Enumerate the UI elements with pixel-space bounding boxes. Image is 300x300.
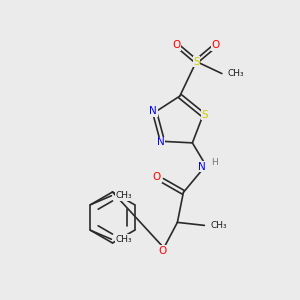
Text: N: N — [157, 137, 165, 147]
Text: O: O — [159, 246, 167, 256]
Text: H: H — [211, 158, 218, 167]
Text: O: O — [212, 40, 220, 50]
Text: CH₃: CH₃ — [228, 69, 244, 78]
Text: CH₃: CH₃ — [116, 235, 132, 244]
Text: S: S — [201, 110, 208, 120]
Text: O: O — [153, 172, 161, 182]
Text: CH₃: CH₃ — [211, 221, 227, 230]
Text: S: S — [193, 56, 200, 67]
Text: O: O — [173, 40, 181, 50]
Text: N: N — [149, 106, 157, 116]
Text: N: N — [198, 162, 206, 172]
Text: CH₃: CH₃ — [116, 191, 132, 200]
